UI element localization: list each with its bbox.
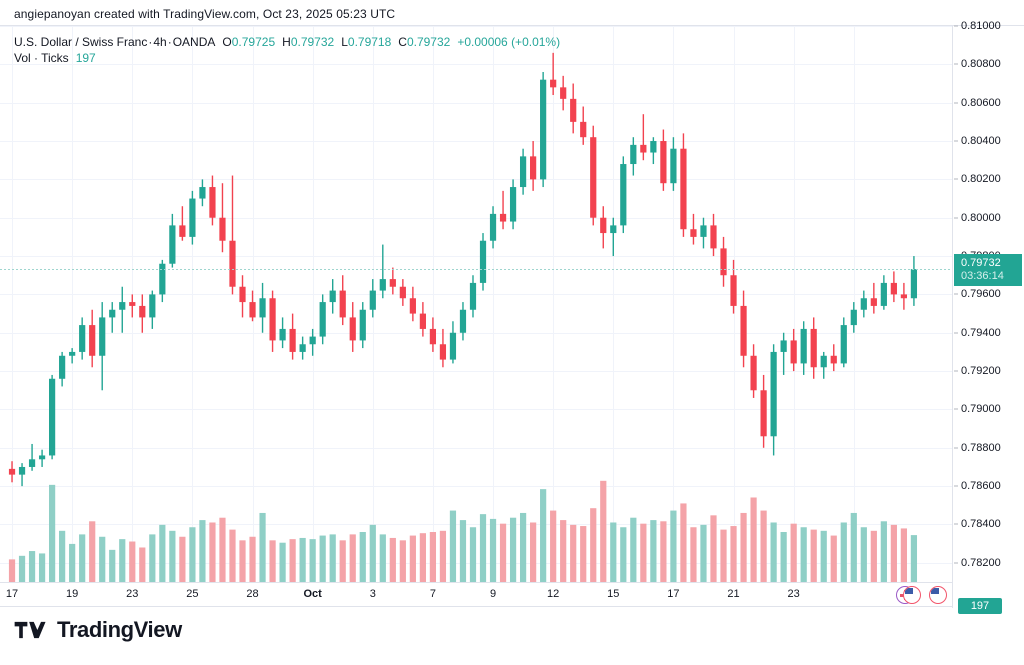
price-axis-tick: 0.80600 [954, 97, 1001, 109]
price-tick-dash [954, 408, 958, 410]
time-axis-tick: 17 [667, 588, 680, 600]
chart-frame: U.S. Dollar / Swiss Franc·4h·OANDA O0.797… [0, 20, 1024, 614]
time-axis-tick: 17 [5, 588, 19, 600]
time-axis-tick: 7 [429, 588, 436, 600]
price-tick-dash [954, 332, 958, 334]
time-axis-tick: 21 [727, 588, 740, 600]
time-axis-tick: 23 [787, 588, 800, 600]
price-axis-tick: 0.81000 [954, 20, 1001, 32]
price-axis-tick: 0.80400 [954, 135, 1001, 147]
us-flag-canton [931, 588, 939, 594]
time-axis-tick: 19 [66, 588, 79, 600]
price-axis-tick: 0.79000 [954, 403, 1001, 415]
tradingview-wordmark: TradingView [57, 617, 182, 642]
time-axis-tick: 12 [547, 588, 560, 600]
price-line-overlay [0, 269, 952, 270]
price-tick-dash [954, 447, 958, 449]
attribution-text: angiepanoyan created with TradingView.co… [14, 7, 396, 21]
price-tick-dash [954, 63, 958, 65]
price-tick-dash [954, 370, 958, 372]
price-tick-dash [954, 523, 958, 525]
tradingview-footer-logo: TradingView [14, 619, 182, 641]
us-flag-event-marker[interactable] [929, 586, 947, 604]
time-scale[interactable]: 17 19 23 25 28 Oct 3 7 9 12 15 17 21 23 [0, 582, 952, 607]
price-axis-tick: 0.80800 [954, 58, 1001, 70]
time-axis-tick: 28 [246, 588, 259, 600]
price-scale[interactable]: 0.81000 0.80800 0.80600 0.80400 0.80200 0.800… [952, 20, 1024, 614]
price-tick-dash [954, 25, 958, 27]
time-axis-tick: 23 [126, 588, 139, 600]
price-tick-dash [954, 140, 958, 142]
price-axis-tick: 0.79200 [954, 365, 1001, 377]
price-axis-tick: 0.79600 [954, 288, 1001, 300]
time-axis-tick: 3 [369, 588, 376, 600]
price-axis-tick: 0.78600 [954, 480, 1001, 492]
price-tick-dash [954, 562, 958, 564]
time-axis-tick: 15 [607, 588, 620, 600]
current-price-tag[interactable]: 0.79732 03:36:14 [954, 253, 1022, 286]
us-flag-event-marker[interactable] [903, 586, 921, 604]
price-axis-tick: 0.78200 [954, 557, 1001, 569]
volume-value-badge[interactable]: 197 [958, 598, 1002, 614]
bar-countdown-timer: 03:36:14 [961, 269, 1004, 282]
price-tick-dash [954, 178, 958, 180]
price-tick-dash [954, 102, 958, 104]
current-price-value: 0.79732 [961, 256, 1001, 269]
us-flag-canton [905, 588, 913, 594]
price-axis-tick: 0.78400 [954, 518, 1001, 530]
price-axis-tick: 0.79400 [954, 327, 1001, 339]
time-axis-tick: 25 [186, 588, 199, 600]
price-tick-dash [954, 217, 958, 219]
tradingview-logo-icon [14, 621, 46, 639]
price-axis-tick: 0.78800 [954, 442, 1001, 454]
price-tick-dash [954, 485, 958, 487]
price-tick-dash [954, 293, 958, 295]
time-axis-tick: Oct [303, 588, 322, 600]
price-axis-tick: 0.80000 [954, 212, 1001, 224]
chart-plot-area[interactable] [0, 26, 952, 582]
candlestick-series [8, 52, 918, 582]
price-axis-tick: 0.80200 [954, 173, 1001, 185]
time-axis-tick: 9 [489, 588, 497, 600]
